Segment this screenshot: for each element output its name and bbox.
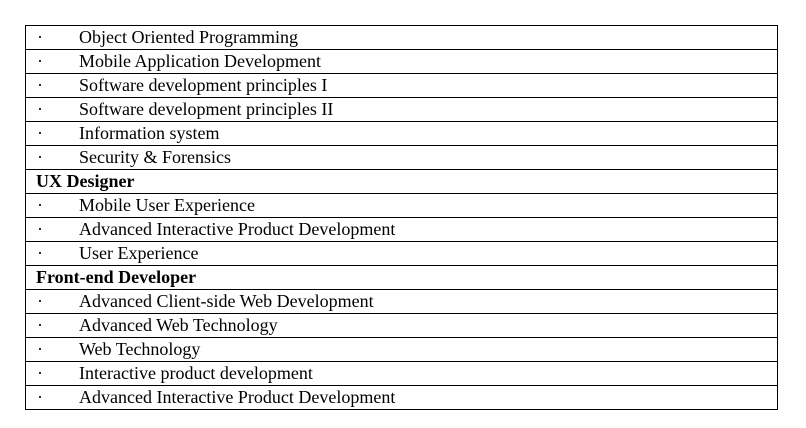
course-cell: · Software development principles I [25, 73, 778, 98]
course-cell: · Software development principles II [25, 97, 778, 122]
course-name: Mobile User Experience [79, 195, 255, 215]
bullet-icon: · [37, 315, 43, 335]
course-cell: · Advanced Interactive Product Developmen… [25, 217, 778, 242]
bullet-icon: · [37, 27, 43, 47]
bullet-icon: · [37, 123, 43, 143]
course-name: Information system [79, 123, 220, 143]
table-row: Front-end Developer [25, 265, 778, 290]
bullet-icon: · [37, 99, 43, 119]
course-name: Security & Forensics [79, 147, 231, 167]
table-row: · Mobile User Experience [25, 193, 778, 218]
table-row: · Advanced Client-side Web Development [25, 289, 778, 314]
course-name: Software development principles II [79, 99, 334, 119]
course-name: Object Oriented Programming [79, 27, 298, 47]
course-name: Advanced Interactive Product Development [79, 219, 396, 239]
table-row: UX Designer [25, 169, 778, 194]
table-row: · Mobile Application Development [25, 49, 778, 74]
table-row: · Web Technology [25, 337, 778, 362]
course-cell: · Interactive product development [25, 361, 778, 386]
course-name: Web Technology [79, 339, 201, 359]
bullet-icon: · [37, 219, 43, 239]
course-cell: · Mobile User Experience [25, 193, 778, 218]
table-row: · Information system [25, 121, 778, 146]
table-row: · Software development principles II [25, 97, 778, 122]
course-cell: · Advanced Client-side Web Development [25, 289, 778, 314]
bullet-icon: · [37, 339, 43, 359]
bullet-icon: · [37, 243, 43, 263]
course-cell: · Security & Forensics [25, 145, 778, 170]
course-cell: · Mobile Application Development [25, 49, 778, 74]
bullet-icon: · [37, 147, 43, 167]
bullet-icon: · [37, 195, 43, 215]
bullet-icon: · [37, 291, 43, 311]
table-row: · Advanced Web Technology [25, 313, 778, 338]
bullet-icon: · [37, 51, 43, 71]
section-heading-front-end-developer: Front-end Developer [25, 265, 778, 290]
course-name: Interactive product development [79, 363, 313, 383]
table-row: · User Experience [25, 241, 778, 266]
table-row: · Advanced Interactive Product Developmen… [25, 385, 778, 410]
bullet-icon: · [37, 387, 43, 407]
course-name: Advanced Web Technology [79, 315, 278, 335]
table-row: · Software development principles I [25, 73, 778, 98]
bullet-icon: · [37, 363, 43, 383]
course-cell: · Object Oriented Programming [25, 25, 778, 50]
course-cell: · Advanced Interactive Product Developmen… [25, 385, 778, 410]
course-cell: · Information system [25, 121, 778, 146]
table-row: · Interactive product development [25, 361, 778, 386]
section-heading-ux-designer: UX Designer [25, 169, 778, 194]
course-name: User Experience [79, 243, 199, 263]
course-cell: · User Experience [25, 241, 778, 266]
course-name: Mobile Application Development [79, 51, 321, 71]
course-table: · Object Oriented Programming · Mobile App… [25, 25, 778, 410]
table-row: · Advanced Interactive Product Developmen… [25, 217, 778, 242]
course-cell: · Web Technology [25, 337, 778, 362]
table-row: · Object Oriented Programming [25, 25, 778, 50]
table-row: · Security & Forensics [25, 145, 778, 170]
bullet-icon: · [37, 75, 43, 95]
course-cell: · Advanced Web Technology [25, 313, 778, 338]
course-name: Advanced Interactive Product Development [79, 387, 396, 407]
course-table-body: · Object Oriented Programming · Mobile App… [25, 25, 778, 410]
course-name: Software development principles I [79, 75, 328, 95]
course-name: Advanced Client-side Web Development [79, 291, 374, 311]
